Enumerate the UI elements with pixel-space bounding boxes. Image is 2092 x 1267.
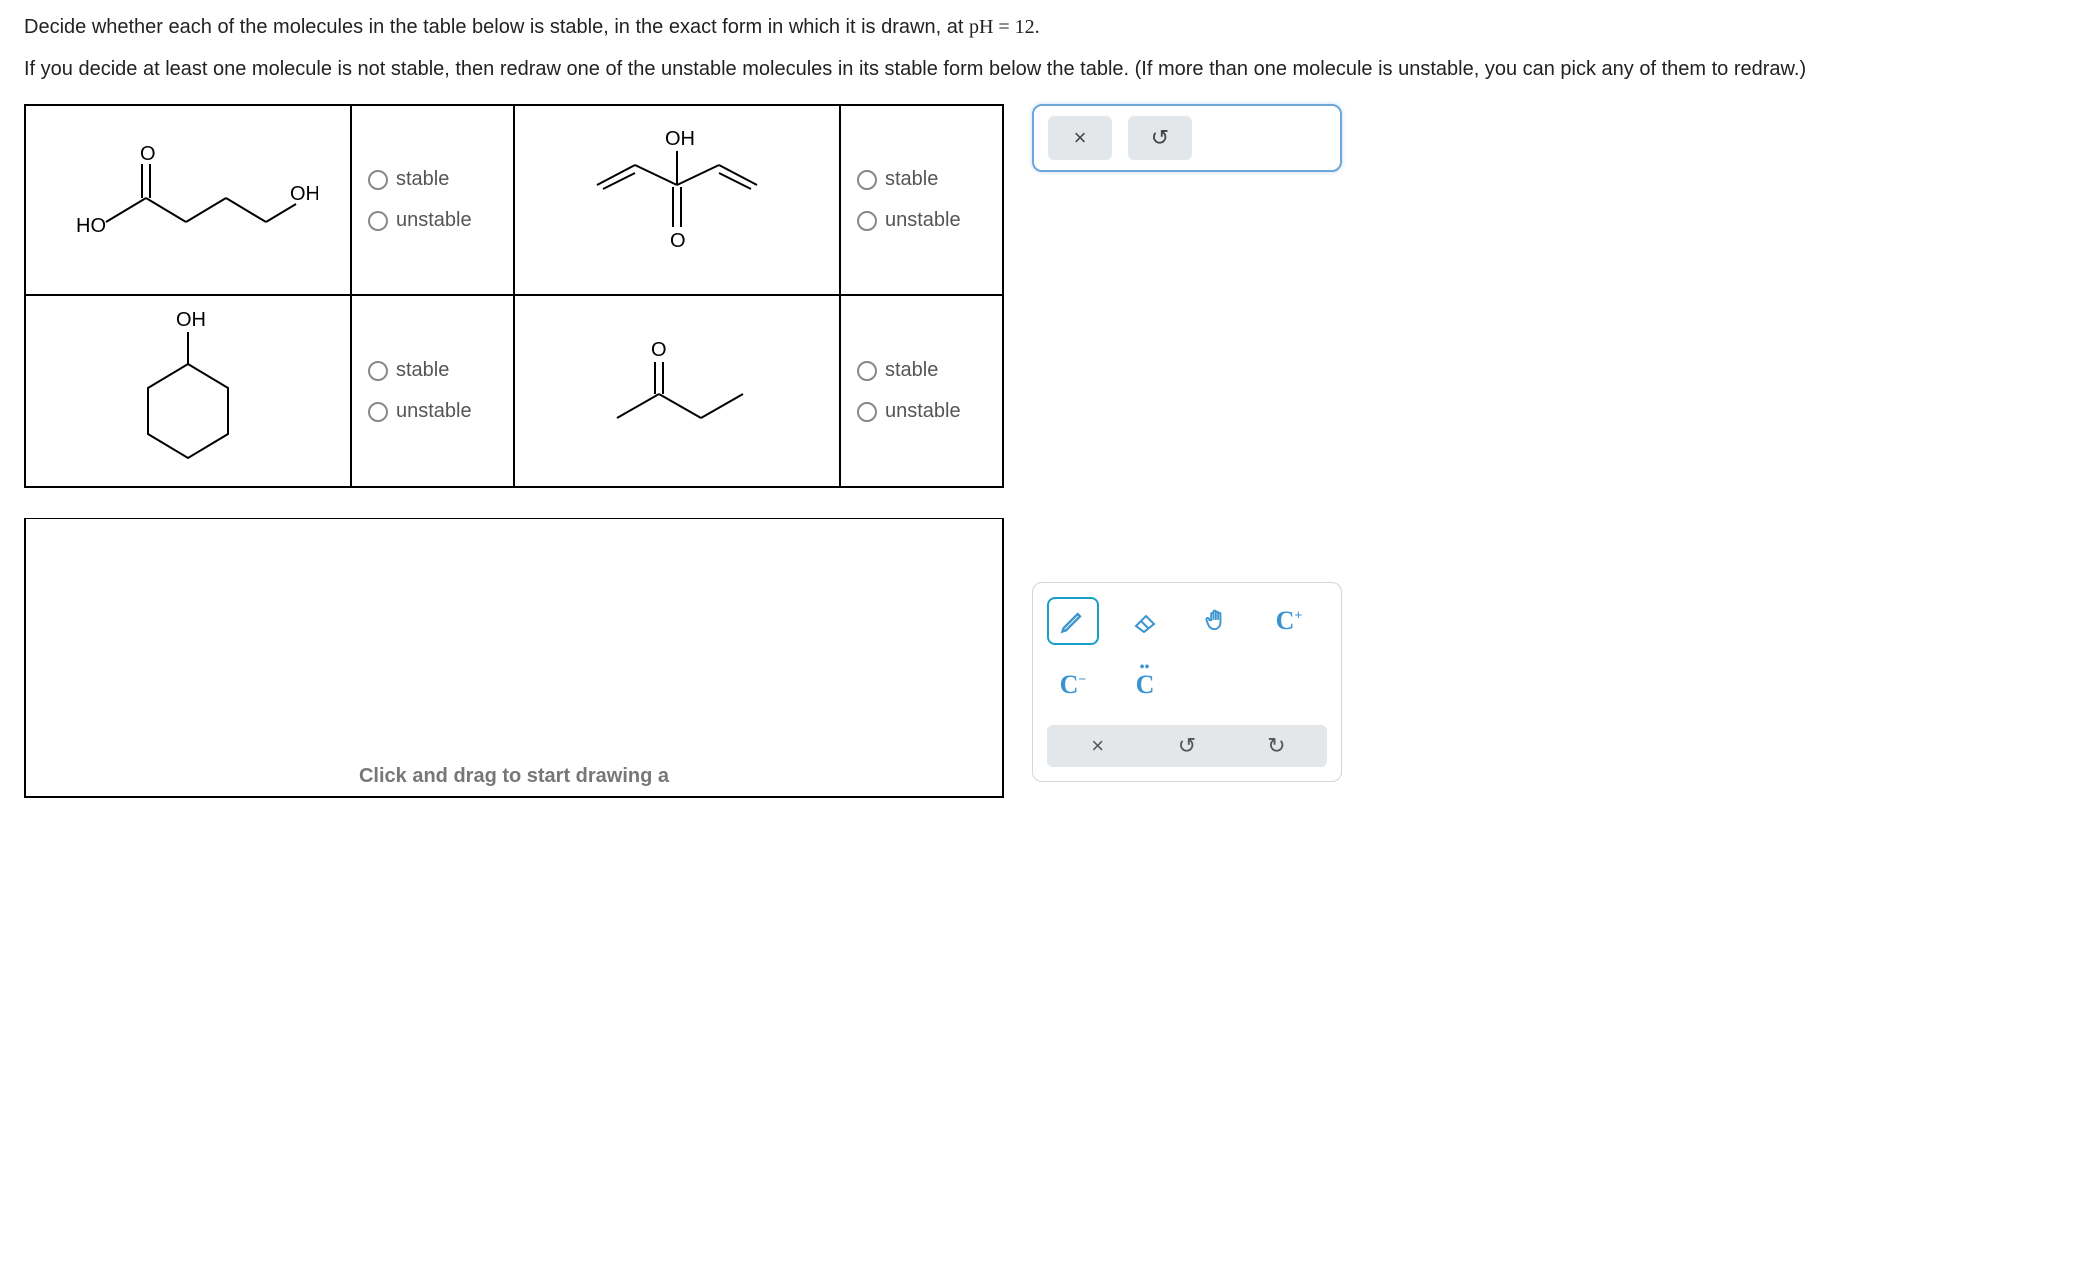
label-o: O — [140, 143, 156, 165]
m3-unstable-radio[interactable]: unstable — [368, 400, 497, 423]
molecule-table: HO O OH stable — [24, 104, 1004, 488]
radio-circle — [368, 361, 388, 381]
molecule-1-structure: HO O OH — [58, 140, 318, 260]
molecule-4-cell: O — [514, 295, 840, 487]
m4-unstable-radio[interactable]: unstable — [857, 400, 986, 423]
tool-close-button[interactable]: × — [1078, 733, 1118, 759]
redo-icon: ↻ — [1267, 733, 1285, 758]
stable-label: stable — [885, 359, 938, 382]
molecule-2-choices: stable unstable — [840, 105, 1003, 295]
label-oh: OH — [665, 128, 695, 150]
carbon-anion-tool[interactable]: C− — [1047, 661, 1099, 709]
label-oh: OH — [176, 309, 206, 331]
m1-stable-radio[interactable]: stable — [368, 168, 497, 191]
tool-redo-button[interactable]: ↻ — [1256, 733, 1296, 759]
question-line1: Decide whether each of the molecules in … — [24, 16, 969, 38]
stable-label: stable — [396, 359, 449, 382]
eraser-icon — [1130, 608, 1160, 634]
m4-stable-radio[interactable]: stable — [857, 359, 986, 382]
molecule-2-structure: OH O — [557, 125, 797, 275]
label-o: O — [651, 339, 667, 361]
m2-stable-radio[interactable]: stable — [857, 168, 986, 191]
unstable-label: unstable — [885, 209, 961, 232]
unstable-label: unstable — [396, 400, 472, 423]
radio-circle — [857, 361, 877, 381]
label-o: O — [670, 230, 686, 252]
molecule-3-structure: OH — [98, 306, 278, 476]
m2-unstable-radio[interactable]: unstable — [857, 209, 986, 232]
close-icon: × — [1091, 733, 1104, 758]
unstable-label: unstable — [396, 209, 472, 232]
stable-label: stable — [396, 168, 449, 191]
reset-icon: ↺ — [1151, 125, 1169, 151]
molecule-4-structure: O — [567, 336, 787, 446]
hand-icon — [1203, 607, 1231, 635]
molecule-2-cell: OH O — [514, 105, 840, 295]
radio-circle — [857, 211, 877, 231]
table-row: OH stable unstable — [25, 295, 1003, 487]
pencil-tool[interactable] — [1047, 597, 1099, 645]
undo-icon: ↺ — [1178, 733, 1196, 758]
radio-circle — [368, 211, 388, 231]
radio-circle — [857, 170, 877, 190]
molecule-3-cell: OH — [25, 295, 351, 487]
ph-expression: pH = 12. — [969, 16, 1040, 38]
unstable-label: unstable — [885, 400, 961, 423]
carbon-radical-tool[interactable]: ••C — [1119, 661, 1171, 709]
drawing-tool-panel: C+ C− ••C × ↺ — [1032, 582, 1342, 782]
question-line2: If you decide at least one molecule is n… — [24, 58, 1806, 80]
top-button-panel: × ↺ — [1032, 104, 1342, 172]
eraser-tool[interactable] — [1119, 597, 1171, 645]
table-row: HO O OH stable — [25, 105, 1003, 295]
stable-label: stable — [885, 168, 938, 191]
reset-button[interactable]: ↺ — [1128, 116, 1192, 160]
tool-footer: × ↺ ↻ — [1047, 725, 1327, 767]
label-ho: HO — [76, 215, 106, 237]
carbon-cation-tool[interactable]: C+ — [1263, 597, 1315, 645]
pencil-icon — [1059, 607, 1087, 635]
hand-tool[interactable] — [1191, 597, 1243, 645]
radio-circle — [857, 402, 877, 422]
radio-circle — [368, 170, 388, 190]
close-icon: × — [1074, 125, 1087, 151]
clear-button[interactable]: × — [1048, 116, 1112, 160]
drawing-hint: Click and drag to start drawing a — [359, 765, 669, 788]
molecule-1-cell: HO O OH — [25, 105, 351, 295]
label-oh: OH — [290, 183, 318, 205]
radio-circle — [368, 402, 388, 422]
molecule-1-choices: stable unstable — [351, 105, 514, 295]
molecule-4-choices: stable unstable — [840, 295, 1003, 487]
m3-stable-radio[interactable]: stable — [368, 359, 497, 382]
molecule-3-choices: stable unstable — [351, 295, 514, 487]
tool-undo-button[interactable]: ↺ — [1167, 733, 1207, 759]
m1-unstable-radio[interactable]: unstable — [368, 209, 497, 232]
drawing-canvas[interactable]: Click and drag to start drawing a — [24, 518, 1004, 798]
